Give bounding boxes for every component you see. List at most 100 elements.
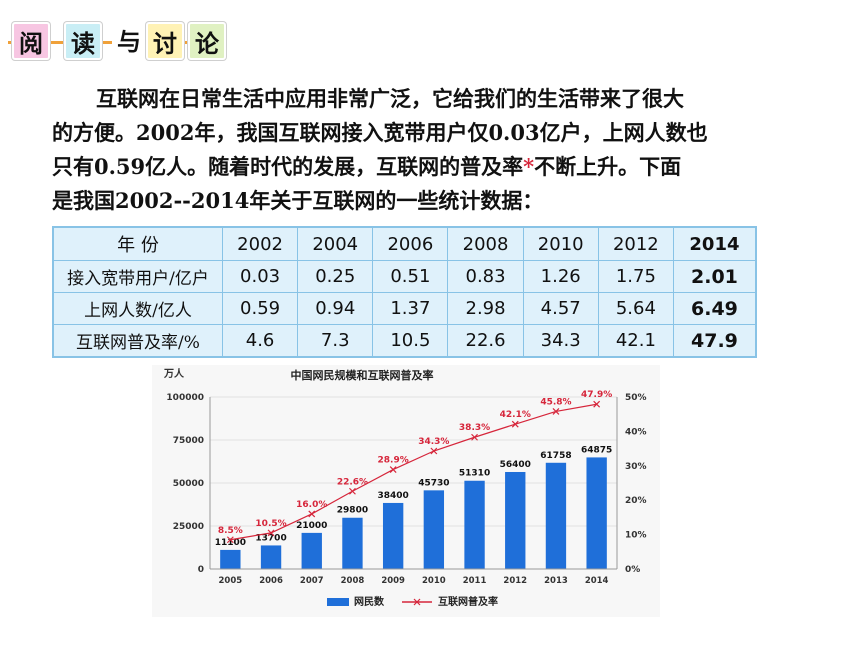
y-tick-label: 75000	[173, 436, 204, 446]
rate-point-mark	[552, 408, 560, 415]
table-cell: 2.98	[447, 292, 524, 326]
table-cell: 6.49	[672, 292, 757, 326]
bar-value-label: 61758	[540, 451, 571, 461]
table-year: 2014	[672, 226, 757, 262]
para-line-1: 互联网在日常生活中应用非常广泛，它给我们的生活带来了很大	[96, 86, 684, 111]
asterisk-mark: *	[523, 154, 535, 179]
bar-value-label: 51310	[459, 469, 490, 479]
rate-value-label: 10.5%	[255, 519, 286, 529]
y2-tick-label: 30%	[625, 462, 647, 472]
rate-point	[308, 510, 316, 518]
legend-line-mark	[413, 598, 421, 606]
rate-point-mark	[349, 487, 356, 495]
table-cell: 5.64	[597, 292, 674, 326]
bar-value-label: 38400	[377, 491, 408, 501]
x-tick-label: 2010	[422, 576, 446, 586]
header-char-2: 读	[64, 22, 102, 60]
table-row-label: 互联网普及率/%	[53, 324, 223, 357]
table-cell: 0.03	[221, 260, 299, 294]
table-year: 2010	[522, 226, 599, 262]
bar	[586, 457, 607, 569]
bar-value-label: 64875	[581, 445, 612, 455]
y2-tick-label: 10%	[625, 531, 647, 541]
rate-value-label: 28.9%	[378, 456, 409, 466]
rate-point-mark	[511, 420, 519, 428]
rate-point	[471, 433, 478, 441]
bar	[505, 471, 526, 569]
bar	[545, 462, 567, 569]
table-year: 2006	[372, 226, 449, 262]
rate-point	[267, 529, 275, 537]
rate-value-label: 45.8%	[540, 397, 571, 407]
bar	[464, 480, 485, 569]
chart-line: 8.5% 10.5% 16.0% 22.6% 28.9% 34.3% 38.3% 42.1% 4…	[218, 390, 612, 544]
rate-value-label: 16.0%	[296, 500, 327, 510]
y-tick-label: 0	[198, 565, 204, 575]
chart-svg: 中国网民规模和互联网普及率 万人 11100 13700 21000 29800 384…	[163, 367, 647, 608]
header-char-5: 论	[188, 22, 226, 60]
para-line-4: 是我国2002--2014年关于互联网的一些统计数据：	[52, 188, 544, 213]
rate-value-label: 22.6%	[337, 477, 368, 487]
rate-point-mark	[430, 447, 438, 455]
legend-bar-label: 网民数	[354, 595, 385, 608]
rate-point-mark	[389, 466, 397, 474]
rate-point	[511, 420, 519, 428]
internet-chart: 中国网民规模和互联网普及率 万人 11100 13700 21000 29800 384…	[152, 365, 660, 617]
y-tick-label: 25000	[173, 522, 204, 532]
table-cell: 2.01	[672, 260, 757, 294]
legend-bar-swatch	[327, 598, 349, 606]
table-cell: 10.5	[372, 324, 449, 357]
statistics-table: 年 份 2002 2004 2006 2008 2010 2012 2014 接…	[52, 226, 757, 358]
table-year: 2004	[297, 226, 374, 262]
table-row-label: 上网人数/亿人	[53, 292, 223, 326]
table-row-label: 接入宽带用户/亿户	[53, 260, 223, 294]
bar-value-label: 56400	[500, 460, 531, 470]
chart-legend: 网民数 互联网普及率	[327, 595, 498, 608]
table-cell: 42.1	[597, 324, 674, 357]
table-cell: 4.57	[522, 292, 599, 326]
rate-point	[593, 400, 601, 408]
rate-point	[349, 487, 356, 495]
rate-point	[389, 466, 397, 474]
table-cell: 0.25	[297, 260, 374, 294]
section-header: 阅 读 与 讨 论	[8, 22, 226, 62]
rate-point	[226, 536, 234, 544]
table-year: 2002	[221, 226, 299, 262]
rate-point-mark	[471, 433, 478, 441]
rate-point-mark	[593, 400, 601, 408]
y2-tick-label: 50%	[625, 393, 647, 403]
table-cell: 4.6	[221, 324, 299, 357]
rate-point	[430, 447, 438, 455]
table-year: 2012	[597, 226, 674, 262]
intro-paragraph: 互联网在日常生活中应用非常广泛，它给我们的生活带来了很大 的方便。2002年，我…	[52, 82, 772, 218]
bar-value-label: 13700	[255, 533, 286, 543]
x-tick-label: 2007	[300, 576, 324, 586]
table-header-row: 年 份 2002 2004 2006 2008 2010 2012 2014	[53, 226, 757, 262]
chart-title: 中国网民规模和互联网普及率	[291, 368, 434, 382]
bar-value-label: 21000	[296, 521, 327, 531]
table-cell: 7.3	[297, 324, 374, 357]
bar	[423, 490, 445, 569]
rate-value-label: 47.9%	[581, 390, 612, 400]
y-tick-label: 50000	[173, 479, 204, 489]
x-tick-label: 2013	[544, 576, 568, 586]
table-row: 互联网普及率/% 4.6 7.3 10.5 22.6 34.3 42.1 47.…	[53, 324, 757, 357]
header-char-3: 与	[112, 22, 146, 56]
table-cell: 0.51	[372, 260, 449, 294]
rate-point-mark	[226, 536, 234, 544]
table-cell: 1.75	[597, 260, 674, 294]
x-tick-label: 2014	[585, 576, 609, 586]
para-line-3b: 不断上升。下面	[534, 154, 682, 179]
chart-axes: 100000 75000 50000 25000 0 50% 40% 30% 20% 10% 0% 2…	[166, 393, 646, 586]
y2-tick-label: 0%	[625, 565, 640, 575]
rate-point-mark	[308, 510, 316, 518]
x-tick-label: 2012	[503, 576, 527, 586]
bar	[220, 549, 241, 569]
bar	[260, 545, 282, 569]
rate-value-label: 34.3%	[418, 437, 449, 447]
table-cell: 47.9	[672, 324, 757, 357]
table-cell: 0.83	[447, 260, 524, 294]
table-cell: 1.26	[522, 260, 599, 294]
table-row: 上网人数/亿人 0.59 0.94 1.37 2.98 4.57 5.64 6.…	[53, 292, 757, 326]
rate-point	[552, 408, 560, 415]
